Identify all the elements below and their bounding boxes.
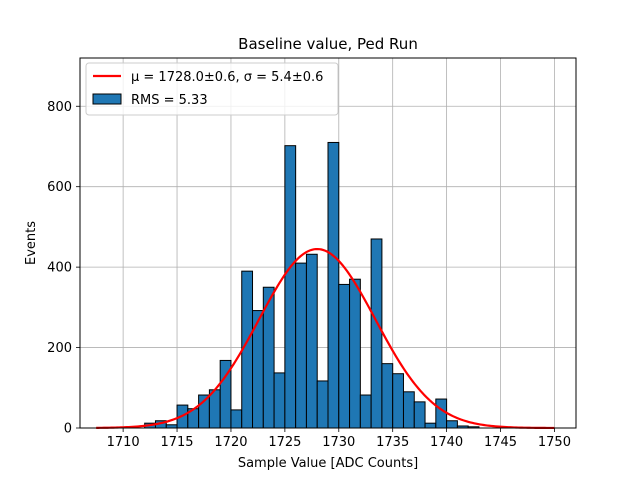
plot-frame — [79, 57, 577, 429]
histogram-bar — [435, 398, 448, 429]
x-tick-label: 1745 — [484, 435, 517, 450]
histogram-bar — [295, 262, 307, 429]
histogram-bar — [349, 278, 361, 429]
y-axis: 0 200 400 600 800 — [47, 100, 80, 437]
x-tick-label: 1725 — [268, 435, 301, 450]
y-tick-label: 0 — [64, 422, 72, 437]
histogram-bar — [230, 409, 243, 429]
legend-rms-label: RMS = 5.33 — [131, 93, 208, 108]
histogram-bar — [370, 238, 383, 429]
y-tick-label: 800 — [47, 100, 72, 115]
histogram-bar — [446, 420, 458, 429]
histogram-bar — [273, 372, 286, 429]
histogram-bar — [284, 145, 297, 429]
x-tick-label: 1720 — [214, 435, 247, 450]
chart-title: Baseline value, Ped Run — [238, 35, 418, 53]
histogram-bar — [359, 394, 372, 429]
histogram-bar — [424, 422, 437, 429]
histogram-bar — [402, 391, 415, 429]
y-tick-label: 400 — [47, 261, 72, 276]
histogram-bars — [144, 141, 480, 429]
y-tick-label: 200 — [47, 341, 72, 356]
y-axis-label: Events — [24, 221, 39, 265]
gaussian-fit-curve — [96, 247, 555, 430]
legend-bar-icon — [92, 93, 122, 105]
x-tick-label: 1710 — [107, 435, 140, 450]
x-tick-label: 1715 — [160, 435, 193, 450]
y-tick-label: 600 — [47, 180, 72, 195]
x-tick-label: 1740 — [430, 435, 463, 450]
x-tick-label: 1750 — [538, 435, 571, 450]
histogram-bar — [316, 380, 329, 429]
histogram-bar — [392, 373, 404, 429]
legend-fit-label: μ = 1728.0±0.6, σ = 5.4±0.6 — [131, 70, 323, 85]
plot-area — [79, 57, 577, 430]
x-axis: 1710 1715 1720 1725 1730 1735 1740 1745 1750 — [107, 428, 571, 450]
histogram-bar — [338, 283, 351, 429]
histogram-bar — [305, 253, 318, 429]
x-tick-label: 1730 — [322, 435, 355, 450]
legend-box — [85, 62, 339, 116]
histogram-bar — [381, 363, 394, 429]
histogram-bar — [413, 401, 426, 429]
x-axis-label: Sample Value [ADC Counts] — [238, 456, 418, 471]
x-tick-label: 1735 — [376, 435, 409, 450]
histogram-bar — [327, 141, 340, 429]
legend: μ = 1728.0±0.6, σ = 5.4±0.6 RMS = 5.33 — [85, 62, 339, 116]
